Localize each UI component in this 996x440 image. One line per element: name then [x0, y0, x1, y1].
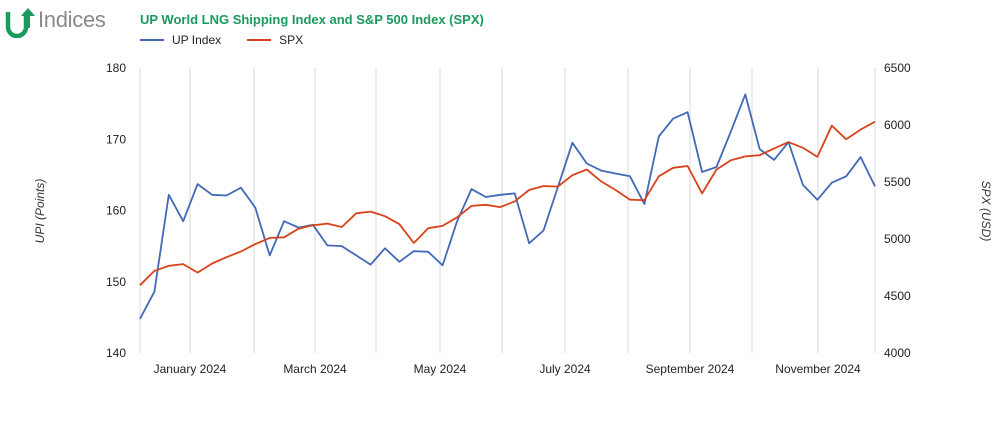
x-tick-label: January 2024: [154, 362, 227, 376]
x-tick-label: September 2024: [646, 362, 735, 376]
grid-lines: [139, 68, 876, 353]
right-tick-label: 6000: [884, 118, 911, 132]
right-tick-label: 6500: [884, 61, 911, 75]
chart-title: UP World LNG Shipping Index and S&P 500 …: [140, 12, 484, 27]
left-tick-label: 180: [106, 61, 126, 75]
left-tick-label: 160: [106, 204, 126, 218]
left-axis-ticks: 140 150 160 170 180: [106, 61, 126, 360]
brand-name: Indices: [38, 7, 106, 32]
series-lines: [139, 93, 876, 320]
left-tick-label: 150: [106, 275, 126, 289]
right-tick-label: 5000: [884, 232, 911, 246]
right-axis-ticks: 4000 4500 5000 5500 6000 6500: [884, 61, 911, 360]
left-axis-title: UPI (Points): [33, 179, 47, 244]
x-tick-label: July 2024: [539, 362, 591, 376]
x-tick-label: November 2024: [775, 362, 861, 376]
x-axis-ticks: January 2024 March 2024 May 2024 July 2024 S…: [154, 362, 861, 376]
legend-swatch-spx: [247, 39, 272, 41]
legend-item-spx: SPX: [247, 33, 303, 47]
legend-swatch-up: [140, 39, 164, 41]
series-line-up-index: [139, 93, 876, 320]
legend-label-spx: SPX: [279, 33, 304, 47]
x-tick-label: May 2024: [414, 362, 467, 376]
right-axis-title: SPX (USD): [979, 181, 993, 242]
legend-label-up: UP Index: [172, 33, 222, 47]
x-tick-label: March 2024: [283, 362, 347, 376]
left-tick-label: 170: [106, 132, 126, 146]
right-tick-label: 4000: [884, 346, 911, 360]
right-tick-label: 4500: [884, 289, 911, 303]
legend-item-up: UP Index: [140, 33, 221, 47]
chart-legend: UP Index SPX: [140, 33, 303, 47]
up-indices-logo-icon: [5, 8, 35, 38]
series-line-spx: [139, 120, 876, 286]
left-tick-label: 140: [106, 346, 126, 360]
right-tick-label: 5500: [884, 175, 911, 189]
